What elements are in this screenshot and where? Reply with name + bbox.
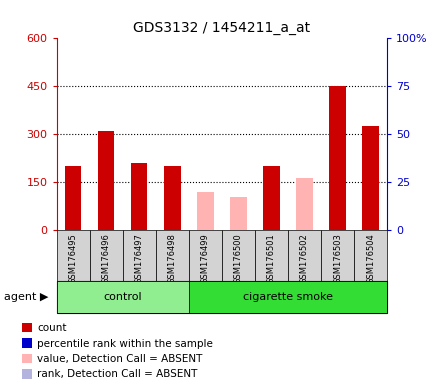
Bar [287, 230, 320, 282]
Bar [320, 230, 353, 282]
Bar [221, 230, 254, 282]
Bar [155, 230, 188, 282]
Text: GSM176502: GSM176502 [299, 233, 308, 284]
Bar [296, 177, 312, 230]
Bar [164, 166, 180, 230]
Text: GSM176498: GSM176498 [168, 233, 176, 284]
Text: GSM176503: GSM176503 [332, 233, 341, 284]
Text: agent ▶: agent ▶ [4, 292, 49, 302]
Bar [230, 197, 246, 230]
Text: GSM176500: GSM176500 [233, 233, 242, 284]
Text: GSM176501: GSM176501 [266, 233, 275, 284]
Text: GSM176499: GSM176499 [201, 233, 209, 284]
Bar [89, 230, 122, 282]
Bar [263, 166, 279, 230]
Bar [188, 281, 386, 313]
Text: GSM176504: GSM176504 [365, 233, 374, 284]
Text: GSM176496: GSM176496 [102, 233, 110, 284]
Legend: count, percentile rank within the sample, value, Detection Call = ABSENT, rank, : count, percentile rank within the sample… [17, 319, 217, 384]
Text: GSM176495: GSM176495 [69, 233, 77, 284]
Bar [197, 192, 213, 230]
Bar [122, 230, 155, 282]
Bar [353, 230, 386, 282]
Bar [362, 126, 378, 230]
Title: GDS3132 / 1454211_a_at: GDS3132 / 1454211_a_at [133, 21, 310, 35]
Bar [98, 131, 114, 230]
Bar [329, 86, 345, 230]
Bar [254, 230, 287, 282]
Bar [65, 166, 81, 230]
Bar [56, 281, 188, 313]
Bar [56, 230, 89, 282]
Text: GSM176497: GSM176497 [135, 233, 143, 284]
Text: cigarette smoke: cigarette smoke [243, 292, 332, 302]
Bar [131, 163, 147, 230]
Text: control: control [103, 292, 141, 302]
Bar [188, 230, 221, 282]
